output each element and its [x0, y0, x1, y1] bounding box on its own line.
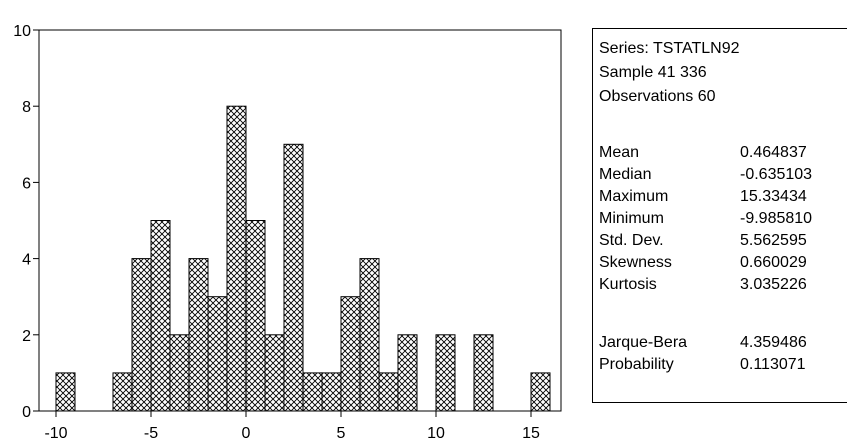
- y-tick-label: 4: [22, 252, 31, 269]
- histogram-bar: [321, 372, 342, 412]
- histogram-bar: [245, 220, 266, 412]
- histogram-bar: [169, 334, 190, 412]
- stat-label: Std. Dev.: [599, 232, 664, 249]
- stat-row-std-dev: Std. Dev. 5.562595: [599, 230, 847, 252]
- stat-label: Jarque-Bera: [599, 334, 688, 351]
- stat-row-jarque-bera: Jarque-Bera 4.359486: [599, 332, 847, 354]
- y-tick-label: 8: [22, 99, 31, 116]
- statistics-box: Series: TSTATLN92 Sample 41 336 Observat…: [592, 28, 847, 403]
- histogram-bar: [150, 220, 171, 412]
- sample-range: Sample 41 336: [599, 64, 707, 81]
- stat-row-mean: Mean 0.464837: [599, 142, 847, 164]
- stat-value: -9.985810: [740, 210, 813, 227]
- stat-row-maximum: Maximum 15.33434: [599, 186, 847, 208]
- y-tick-label: 2: [22, 328, 31, 345]
- stat-label: Skewness: [599, 254, 672, 271]
- histogram-bar: [397, 334, 418, 412]
- histogram-bar: [435, 334, 456, 412]
- stat-row-probability: Probability 0.113071: [599, 354, 847, 376]
- stat-value: 0.660029: [740, 254, 807, 271]
- stat-label: Probability: [599, 356, 674, 373]
- stat-value: -0.635103: [740, 166, 813, 183]
- stat-value: 0.464837: [740, 144, 807, 161]
- stat-row-kurtosis: Kurtosis 3.035226: [599, 274, 847, 296]
- histogram-bar: [131, 258, 152, 412]
- histogram-bar: [112, 372, 133, 412]
- stat-label: Minimum: [599, 210, 664, 227]
- histogram-bar: [188, 258, 209, 412]
- x-tick-label: -10: [44, 425, 67, 441]
- stat-label: Kurtosis: [599, 276, 657, 293]
- histogram-bar: [378, 372, 399, 412]
- y-axis: 0 2 4 6 8 10: [13, 23, 39, 421]
- histogram-bar: [264, 334, 285, 412]
- histogram-bar: [302, 372, 323, 412]
- stat-row-median: Median -0.635103: [599, 164, 847, 186]
- stat-value: 5.562595: [740, 232, 807, 249]
- stat-label: Median: [599, 166, 652, 183]
- stat-value: 3.035226: [740, 276, 807, 293]
- stat-value: 15.33434: [740, 188, 807, 205]
- histogram-bar: [473, 334, 494, 412]
- stat-row-minimum: Minimum -9.985810: [599, 208, 847, 230]
- observations-count: Observations 60: [599, 88, 716, 105]
- x-tick-label: 15: [522, 425, 540, 441]
- y-tick-label: 6: [22, 175, 31, 192]
- y-tick-label: 10: [13, 23, 31, 40]
- histogram-bar: [55, 372, 76, 412]
- histogram-bar: [340, 296, 361, 412]
- y-tick-label: 0: [22, 404, 31, 421]
- stat-label: Maximum: [599, 188, 669, 205]
- stat-value: 4.359486: [740, 334, 807, 351]
- x-tick-label: 10: [427, 425, 445, 441]
- histogram-bar: [207, 296, 228, 412]
- histogram-bars: [55, 105, 551, 412]
- stat-value: 0.113071: [740, 356, 806, 373]
- histogram-bar: [359, 258, 380, 412]
- stat-label: Mean: [599, 144, 640, 161]
- histogram-bar: [530, 372, 551, 412]
- series-info: Series: TSTATLN92 Sample 41 336 Observat…: [599, 37, 740, 109]
- x-tick-label: -5: [144, 425, 158, 441]
- histogram-chart: 0 2 4 6 8 10 -10 -5 0 5 10 15: [13, 23, 562, 441]
- stat-row-skewness: Skewness 0.660029: [599, 252, 847, 274]
- x-axis: -10 -5 0 5 10 15: [44, 411, 540, 441]
- series-name: Series: TSTATLN92: [599, 40, 740, 57]
- x-tick-label: 5: [337, 425, 346, 441]
- x-tick-label: 0: [242, 425, 251, 441]
- histogram-bar: [283, 143, 304, 412]
- histogram-bar: [226, 105, 247, 412]
